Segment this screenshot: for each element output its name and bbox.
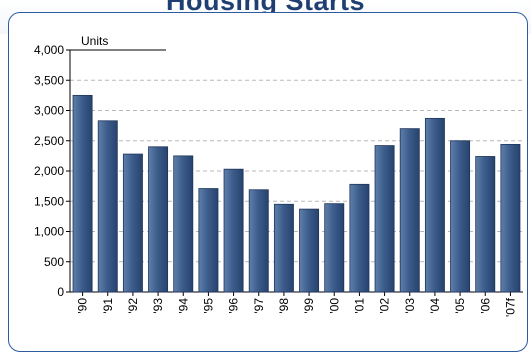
x-tick-label: '96 xyxy=(227,298,241,314)
x-tick-label: '00 xyxy=(327,298,341,314)
bar-90 xyxy=(72,94,93,293)
bar-03 xyxy=(399,128,420,293)
x-tick-label: '05 xyxy=(453,298,467,314)
gridlines xyxy=(70,79,523,263)
x-tick-label: '94 xyxy=(176,298,190,314)
y-tick-label: 4,000 xyxy=(34,43,64,57)
x-tick-label: '01 xyxy=(352,298,366,314)
y-tick-label: 3,000 xyxy=(34,104,64,118)
bar-04 xyxy=(424,117,445,293)
y-tick-label: 3,500 xyxy=(34,73,64,87)
x-tick-label: '95 xyxy=(201,298,215,314)
x-tick-label: '93 xyxy=(151,298,165,314)
bar-99 xyxy=(299,208,320,293)
bar-93 xyxy=(148,146,169,293)
bar-02 xyxy=(374,145,395,293)
x-tick-label: '98 xyxy=(277,298,291,314)
bar-96 xyxy=(223,168,244,293)
y-tick-label: 1,500 xyxy=(34,194,64,208)
x-tick-label: '92 xyxy=(126,298,140,314)
bar-92 xyxy=(122,153,143,293)
x-tick-label: '06 xyxy=(478,298,492,314)
bar-97 xyxy=(248,189,269,293)
y-tick-label: 500 xyxy=(44,255,64,269)
axes xyxy=(66,49,523,296)
y-tick-label: 2,500 xyxy=(34,134,64,148)
bars xyxy=(72,94,521,293)
x-tick-label: '97 xyxy=(252,298,266,314)
bar-06 xyxy=(475,156,496,293)
y-axis-unit-label: Units xyxy=(81,34,108,48)
bar-01 xyxy=(349,183,370,293)
bar-07f xyxy=(500,143,521,293)
x-tick-label: '07f xyxy=(503,297,517,317)
x-tick-label: '03 xyxy=(403,298,417,314)
bar-91 xyxy=(97,120,118,293)
bar-chart: 05001,0001,5002,0002,5003,0003,5004,000 … xyxy=(34,34,523,317)
bar-05 xyxy=(450,140,471,293)
bar-00 xyxy=(324,203,345,293)
y-tick-labels: 0 500 1,000 1,500 2,000 2,500 3,000 3,500 4,000 xyxy=(34,43,64,299)
bar-98 xyxy=(273,203,294,293)
x-tick-label: '04 xyxy=(428,298,442,314)
x-tick-label: '90 xyxy=(76,298,90,314)
x-tick-label: '99 xyxy=(302,298,316,314)
y-tick-label: 1,000 xyxy=(34,225,64,239)
bar-95 xyxy=(198,188,219,293)
x-tick-labels: '90 '91 '92 '93 '94 '95 '96 '97 '98 '99 '00 '01 '02 '… xyxy=(76,297,518,317)
x-tick-label: '02 xyxy=(378,298,392,314)
y-tick-label: 2,000 xyxy=(34,164,64,178)
y-tick-label: 0 xyxy=(57,285,64,299)
bar-94 xyxy=(173,155,194,293)
x-tick-label: '91 xyxy=(101,298,115,314)
